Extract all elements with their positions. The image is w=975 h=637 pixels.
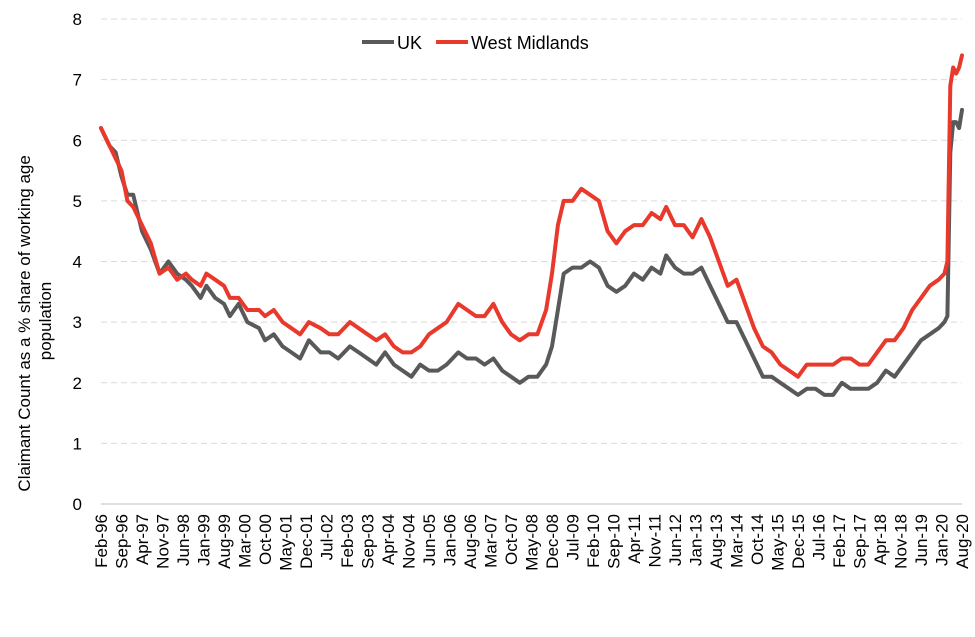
y-tick-label: 5 [73,192,82,211]
series-lines [99,53,964,397]
x-tick-label: Jan-06 [441,514,460,566]
x-tick-label: Apr-97 [133,514,152,565]
x-tick-label: Sep-17 [851,514,870,569]
y-tick-label: 0 [73,495,82,514]
x-tick-label: Nov-04 [400,514,419,569]
gridlines [101,18,962,444]
y-tick-label: 4 [73,253,82,272]
x-tick-label: Oct-07 [502,514,521,565]
y-tick-label: 7 [73,71,82,90]
x-tick-label: Jun-19 [912,514,931,566]
x-tick-label: May-15 [769,514,788,571]
x-tick-label: Aug-20 [953,514,972,569]
x-tick-label: Dec-15 [789,514,808,569]
legend-label: West Midlands [471,33,589,53]
y-tick-label: 8 [73,10,82,29]
y-tick-label: 2 [73,374,82,393]
x-tick-label: Aug-06 [461,514,480,569]
x-tick-label: Nov-11 [646,514,665,568]
x-tick-label: Mar-00 [236,514,255,568]
x-tick-label: Jun-12 [666,514,685,566]
x-tick-label: Feb-96 [92,514,111,568]
x-tick-label: Feb-10 [584,514,603,568]
x-tick-label: Nov-97 [154,514,173,569]
legend: UK West Midlands [362,33,589,53]
x-tick-label: Mar-14 [728,514,747,568]
x-tick-label: Aug-99 [215,514,234,569]
series-line-uk [99,107,964,397]
x-tick-label: Apr-11 [625,514,644,564]
y-axis-title: Claimant Count as a % share of working a… [15,150,55,491]
y-tick-label: 3 [73,313,82,332]
x-tick-label: Jan-13 [687,514,706,566]
x-tick-label: Aug-13 [707,514,726,569]
x-tick-label: Jan-99 [195,514,214,566]
y-axis-ticks: 0 1 2 3 4 5 6 7 8 [73,10,82,514]
x-tick-label: Dec-01 [297,514,316,569]
x-axis-ticks: Feb-96 Sep-96 Apr-97 Nov-97 Jun-98 Jan-99 Aug-… [92,514,972,571]
x-tick-label: Dec-08 [543,514,562,569]
series-line-west-midlands [99,53,964,379]
x-tick-label: Jul-09 [564,514,583,560]
y-tick-label: 1 [73,434,82,453]
y-tick-label: 6 [73,131,82,150]
x-tick-label: Oct-00 [256,514,275,565]
x-tick-label: May-01 [277,514,296,571]
x-tick-label: May-08 [523,514,542,571]
x-tick-label: Nov-18 [892,514,911,569]
x-tick-label: Feb-03 [338,514,357,568]
x-tick-label: Apr-04 [379,514,398,565]
x-tick-label: Jan-20 [933,514,952,566]
x-tick-label: Mar-07 [482,514,501,568]
x-tick-label: Jun-05 [420,514,439,566]
x-tick-label: Sep-03 [359,514,378,569]
x-tick-label: Feb-17 [830,514,849,568]
x-tick-label: Sep-10 [605,514,624,569]
x-tick-label: Jun-98 [174,514,193,566]
x-tick-label: Jul-16 [810,514,829,560]
x-tick-label: Sep-96 [113,514,132,569]
x-tick-label: Oct-14 [748,514,767,565]
legend-label: UK [397,33,422,53]
x-tick-label: Jul-02 [318,514,337,560]
x-tick-label: Apr-18 [871,514,890,565]
